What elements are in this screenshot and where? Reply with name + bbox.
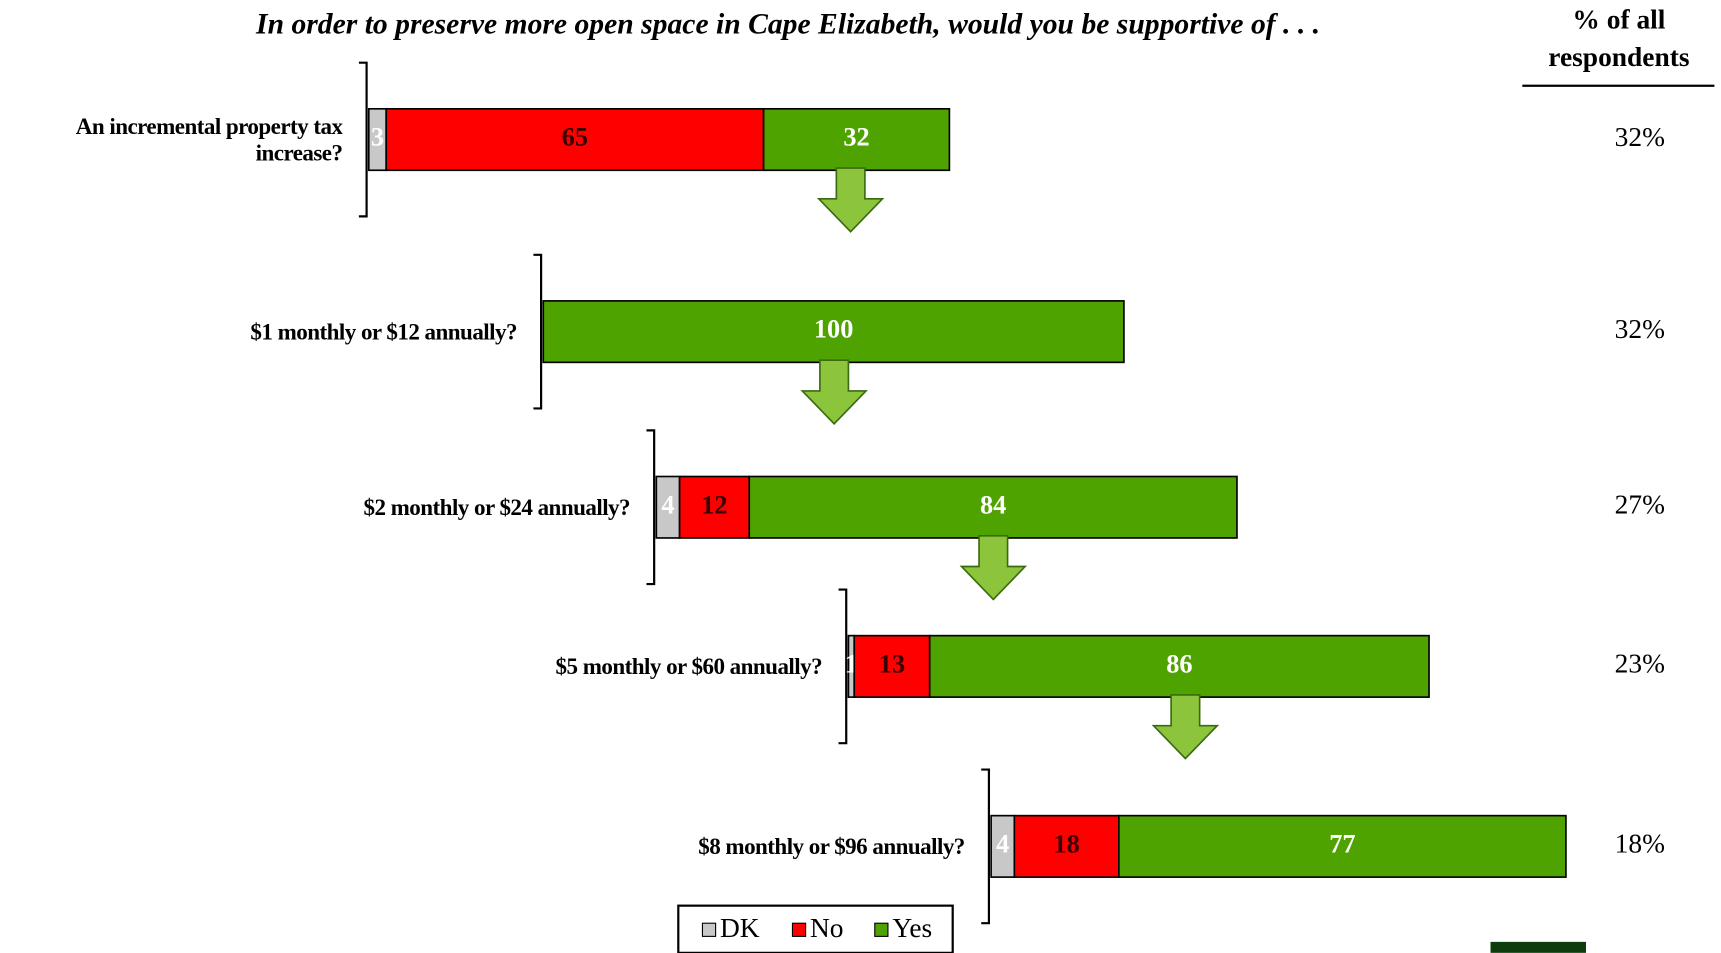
segment-label: 13 — [879, 649, 905, 678]
flow-arrow — [800, 359, 868, 426]
bar-segment — [748, 475, 1238, 539]
row-label: $5 monthly or $60 annually? — [555, 653, 823, 680]
flow-arrow — [959, 534, 1028, 601]
bar-segment — [678, 475, 751, 539]
segment-label: 65 — [562, 123, 588, 152]
segment-label: 32 — [843, 123, 869, 152]
segment-label: 3 — [371, 123, 384, 152]
legend-label: Yes — [892, 913, 932, 943]
row-bracket — [838, 588, 848, 745]
respondent-share: 18% — [1615, 829, 1665, 859]
segment-label: 100 — [814, 315, 854, 344]
legend-label: DK — [720, 913, 760, 943]
row-label-box: $1 monthly or $12 annually? — [250, 318, 517, 345]
legend-swatch — [701, 922, 717, 937]
row-bracket — [981, 768, 991, 925]
legend-label: No — [810, 913, 844, 943]
row-label: $8 monthly or $96 annually? — [698, 833, 965, 860]
bar-segment — [385, 107, 765, 172]
segment-label: 4 — [996, 829, 1009, 858]
respondents-header: % of all respondents — [1548, 5, 1690, 73]
bar-segment — [1013, 814, 1120, 878]
row-label: $1 monthly or $12 annually? — [250, 318, 517, 345]
respondent-share: 27% — [1615, 490, 1665, 520]
row-bracket — [358, 61, 368, 218]
bar-segment — [1118, 814, 1567, 878]
respondent-share: 32% — [1615, 122, 1665, 152]
segment-label: 18 — [1053, 829, 1079, 858]
respondent-share: 32% — [1615, 314, 1665, 344]
legend-swatch — [791, 922, 807, 937]
flow-arrow — [816, 167, 885, 233]
flow-arrow — [1151, 694, 1220, 760]
segment-label: 86 — [1166, 649, 1192, 678]
segment-label: 12 — [701, 490, 727, 519]
row-bracket — [646, 429, 656, 586]
row-label: An incremental property tax increase? — [75, 113, 343, 166]
corner-logo — [1490, 941, 1586, 953]
row-label-box: $8 monthly or $96 annually? — [698, 833, 965, 860]
bar-segment — [928, 634, 1430, 698]
segment-label: 84 — [980, 490, 1006, 519]
row-bracket — [533, 253, 543, 410]
segment-label: 77 — [1329, 829, 1355, 858]
respondents-header-box: % of all respondents — [1548, 5, 1690, 73]
segment-label: 4 — [661, 490, 674, 519]
bar-segment — [542, 300, 1125, 364]
row-label-box: $5 monthly or $60 annually? — [555, 653, 823, 680]
legend-swatch — [874, 922, 889, 937]
chart-title: In order to preserve more open space in … — [255, 8, 1320, 40]
respondent-share: 23% — [1615, 649, 1665, 679]
row-label-box: $2 monthly or $24 annually? — [363, 493, 631, 521]
row-label: $2 monthly or $24 annually? — [363, 493, 631, 521]
row-label-box: An incremental property tax increase? — [75, 113, 343, 166]
